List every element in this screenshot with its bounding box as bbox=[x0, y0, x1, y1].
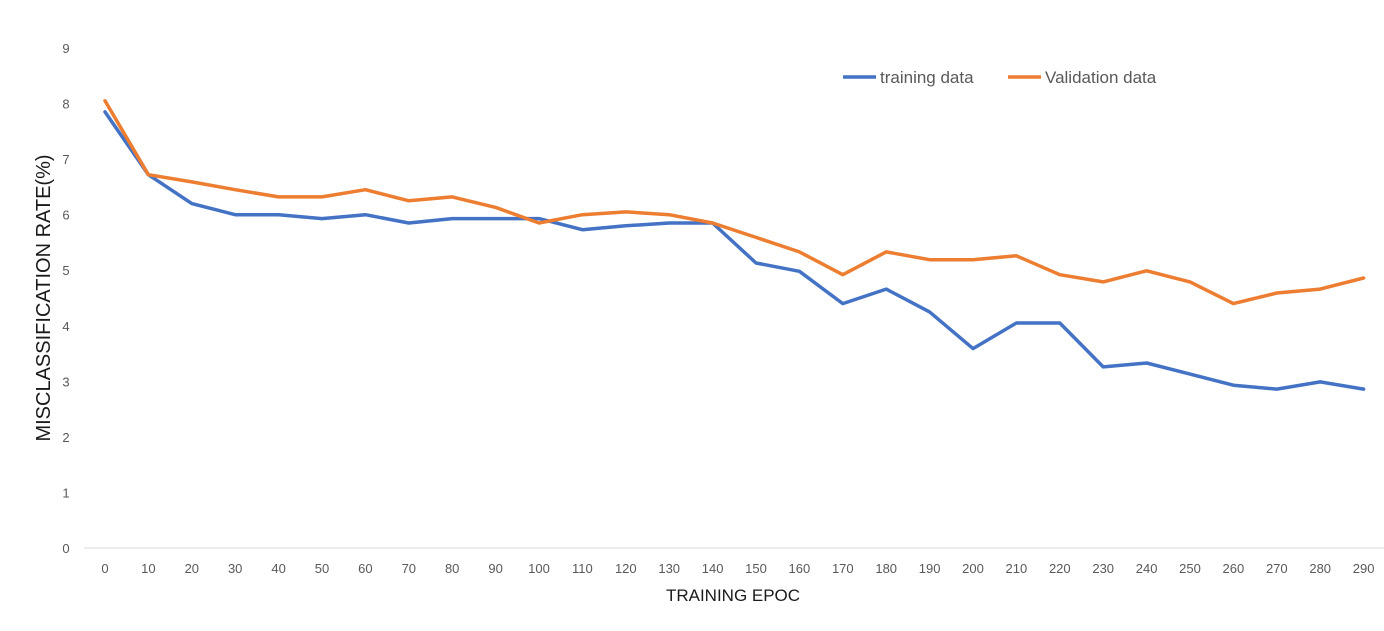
x-tick-label: 100 bbox=[528, 561, 550, 576]
y-tick-label: 4 bbox=[62, 319, 69, 334]
x-tick-label: 30 bbox=[228, 561, 242, 576]
x-tick-label: 10 bbox=[141, 561, 155, 576]
x-tick-label: 130 bbox=[658, 561, 680, 576]
y-tick-label: 1 bbox=[62, 485, 69, 500]
x-tick-label: 270 bbox=[1266, 561, 1288, 576]
x-tick-label: 60 bbox=[358, 561, 372, 576]
y-tick-label: 2 bbox=[62, 430, 69, 445]
legend-label-training-data: training data bbox=[880, 68, 974, 87]
y-tick-label: 3 bbox=[62, 374, 69, 389]
x-tick-label: 200 bbox=[962, 561, 984, 576]
x-tick-label: 40 bbox=[271, 561, 285, 576]
x-tick-label: 20 bbox=[185, 561, 199, 576]
y-axis-label: MISCLASSIFICATION RATE(%) bbox=[33, 154, 55, 441]
y-tick-label: 8 bbox=[62, 97, 69, 112]
x-tick-label: 250 bbox=[1179, 561, 1201, 576]
x-tick-label: 220 bbox=[1049, 561, 1071, 576]
x-tick-label: 80 bbox=[445, 561, 459, 576]
x-tick-label: 280 bbox=[1309, 561, 1331, 576]
y-axis-ticks: 0 1 2 3 4 5 6 7 8 9 bbox=[62, 41, 69, 556]
y-tick-label: 0 bbox=[62, 541, 69, 556]
x-axis-ticks: 0 10 20 30 40 50 60 70 80 90 100 110 120 130 140 150 160… bbox=[101, 561, 1374, 576]
y-tick-label: 5 bbox=[62, 263, 69, 278]
x-tick-label: 240 bbox=[1136, 561, 1158, 576]
x-tick-label: 150 bbox=[745, 561, 767, 576]
y-tick-label: 7 bbox=[62, 152, 69, 167]
x-tick-label: 180 bbox=[875, 561, 897, 576]
x-axis-label: TRAINING EPOC bbox=[666, 586, 800, 605]
x-tick-label: 190 bbox=[919, 561, 941, 576]
legend-label-validation-data: Validation data bbox=[1045, 68, 1157, 87]
x-tick-label: 70 bbox=[402, 561, 416, 576]
x-tick-label: 260 bbox=[1223, 561, 1245, 576]
x-tick-label: 0 bbox=[101, 561, 108, 576]
x-tick-label: 140 bbox=[702, 561, 724, 576]
series-line-validation-data bbox=[103, 99, 1366, 306]
x-tick-label: 160 bbox=[789, 561, 811, 576]
x-tick-label: 290 bbox=[1353, 561, 1375, 576]
series-line-training-data bbox=[103, 110, 1366, 391]
x-tick-label: 230 bbox=[1092, 561, 1114, 576]
series-layer bbox=[103, 99, 1366, 391]
x-tick-label: 50 bbox=[315, 561, 329, 576]
x-tick-label: 170 bbox=[832, 561, 854, 576]
x-tick-label: 210 bbox=[1006, 561, 1028, 576]
x-tick-label: 120 bbox=[615, 561, 637, 576]
x-tick-label: 90 bbox=[488, 561, 502, 576]
legend: training data Validation data bbox=[843, 68, 1157, 87]
y-tick-label: 9 bbox=[62, 41, 69, 56]
x-tick-label: 110 bbox=[572, 561, 593, 576]
y-tick-label: 6 bbox=[62, 208, 69, 223]
